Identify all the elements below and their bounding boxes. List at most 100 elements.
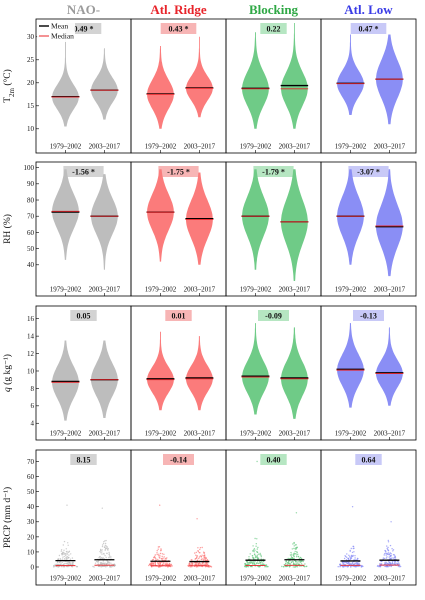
precip-point	[248, 556, 250, 558]
y-tick-label: 6	[31, 402, 35, 410]
precip-point	[163, 553, 165, 555]
trend-badge	[355, 454, 382, 465]
precip-point	[159, 555, 161, 557]
x-tick-label: 2003–2017	[184, 430, 216, 438]
precip-point	[293, 553, 295, 555]
x-tick-label: 2003–2017	[374, 286, 406, 294]
precip-point	[295, 512, 298, 514]
precip-point	[255, 545, 257, 547]
y-axis-label: T2m (°C)	[2, 69, 16, 103]
precip-point	[383, 554, 385, 556]
precip-point	[246, 561, 248, 563]
precip-point	[294, 550, 296, 553]
precip-point	[345, 562, 348, 564]
panel-t2m-blocking: 0.22 1979–2002 2003–2017	[225, 18, 322, 154]
precip-point	[395, 562, 397, 564]
precip-point	[344, 555, 346, 557]
panel-rh-nao: -1.56 * 1979–2002 2003–2017	[35, 161, 132, 297]
precip-point	[157, 558, 159, 561]
precip-point	[105, 556, 107, 559]
violin-1979-2002	[242, 32, 269, 129]
y-tick-label: 40	[27, 503, 35, 511]
precip-point	[339, 566, 341, 568]
precip-point	[159, 552, 162, 555]
precip-point	[393, 554, 396, 556]
y-tick-label: 90	[27, 180, 35, 188]
precip-point	[259, 554, 261, 556]
precip-point	[108, 561, 110, 563]
precip-point	[297, 562, 299, 564]
y-tick-label: 10	[27, 367, 35, 375]
precip-point	[252, 549, 255, 551]
precip-point	[160, 548, 162, 550]
column-title-blocking: Blocking	[249, 2, 299, 17]
precip-point	[362, 565, 364, 568]
precip-point	[66, 552, 68, 554]
precip-point	[255, 555, 257, 557]
precip-point	[390, 521, 392, 523]
precip-point	[61, 558, 64, 560]
precip-point	[385, 563, 387, 565]
precip-point	[244, 565, 246, 567]
precip-point	[201, 546, 203, 549]
trend-annotation: 0.43 *	[169, 24, 189, 33]
x-tick-label: 2003–2017	[279, 286, 311, 294]
violin-1979-2002	[242, 323, 269, 415]
precip-point	[104, 548, 107, 550]
precip-point	[102, 560, 105, 562]
precip-point	[249, 553, 251, 555]
precip-point	[195, 566, 198, 568]
precip-point	[346, 556, 348, 558]
precip-point	[295, 544, 297, 546]
precip-point	[197, 547, 199, 549]
precip-point	[103, 565, 106, 567]
trend-annotation: 8.15	[77, 455, 91, 464]
precip-point	[98, 557, 100, 559]
precip-point	[108, 563, 110, 565]
panel-rh-atl-ridge: -1.75 * 1979–2002 2003–2017	[130, 161, 227, 297]
precip-point	[356, 563, 358, 565]
precip-point	[389, 557, 392, 560]
trend-annotation: -1.79 *	[262, 167, 285, 176]
precip-point	[108, 553, 110, 556]
precip-point	[257, 557, 259, 559]
precip-point	[255, 562, 258, 564]
trend-annotation: 0.47 *	[359, 24, 379, 33]
precip-point	[286, 565, 289, 567]
precip-point	[191, 563, 194, 565]
precip-point	[349, 549, 351, 552]
precip-point	[386, 566, 388, 568]
violin-1979-2002	[337, 323, 364, 408]
column-title-atl-low: Atl. Low	[344, 2, 393, 17]
precip-point	[244, 562, 246, 565]
precip-point	[200, 563, 202, 566]
violin-1979-2002	[147, 331, 174, 411]
precip-point	[95, 560, 98, 563]
precip-point	[104, 562, 107, 564]
trend-badge	[165, 310, 192, 321]
precip-point	[355, 566, 357, 568]
precip-point	[104, 549, 106, 551]
panel-frame	[320, 18, 417, 154]
y-tick-label: 16	[27, 315, 35, 323]
precip-point	[352, 547, 354, 550]
panel-prcp-atl-ridge: -0.14 1979–2002 2003–2017	[130, 449, 227, 586]
precip-point	[53, 565, 55, 568]
precip-point	[261, 562, 263, 564]
precip-point	[399, 565, 402, 568]
precip-point	[70, 553, 72, 555]
precip-point	[290, 561, 292, 563]
precip-point	[104, 540, 106, 542]
precip-point	[259, 552, 261, 555]
x-tick-label: 2003–2017	[374, 575, 406, 583]
precip-point	[198, 557, 200, 560]
precip-point	[293, 541, 295, 544]
y-tick-label: 4	[31, 420, 35, 428]
precip-point	[288, 561, 290, 563]
panel-prcp-atl-low: 0.64 1979–2002 2003–2017	[320, 449, 417, 586]
trend-annotation: 0.64	[362, 455, 376, 464]
precip-point	[392, 550, 394, 552]
precip-point	[106, 546, 108, 548]
precip-point	[61, 553, 63, 556]
y-tick-label: 30	[27, 33, 35, 41]
